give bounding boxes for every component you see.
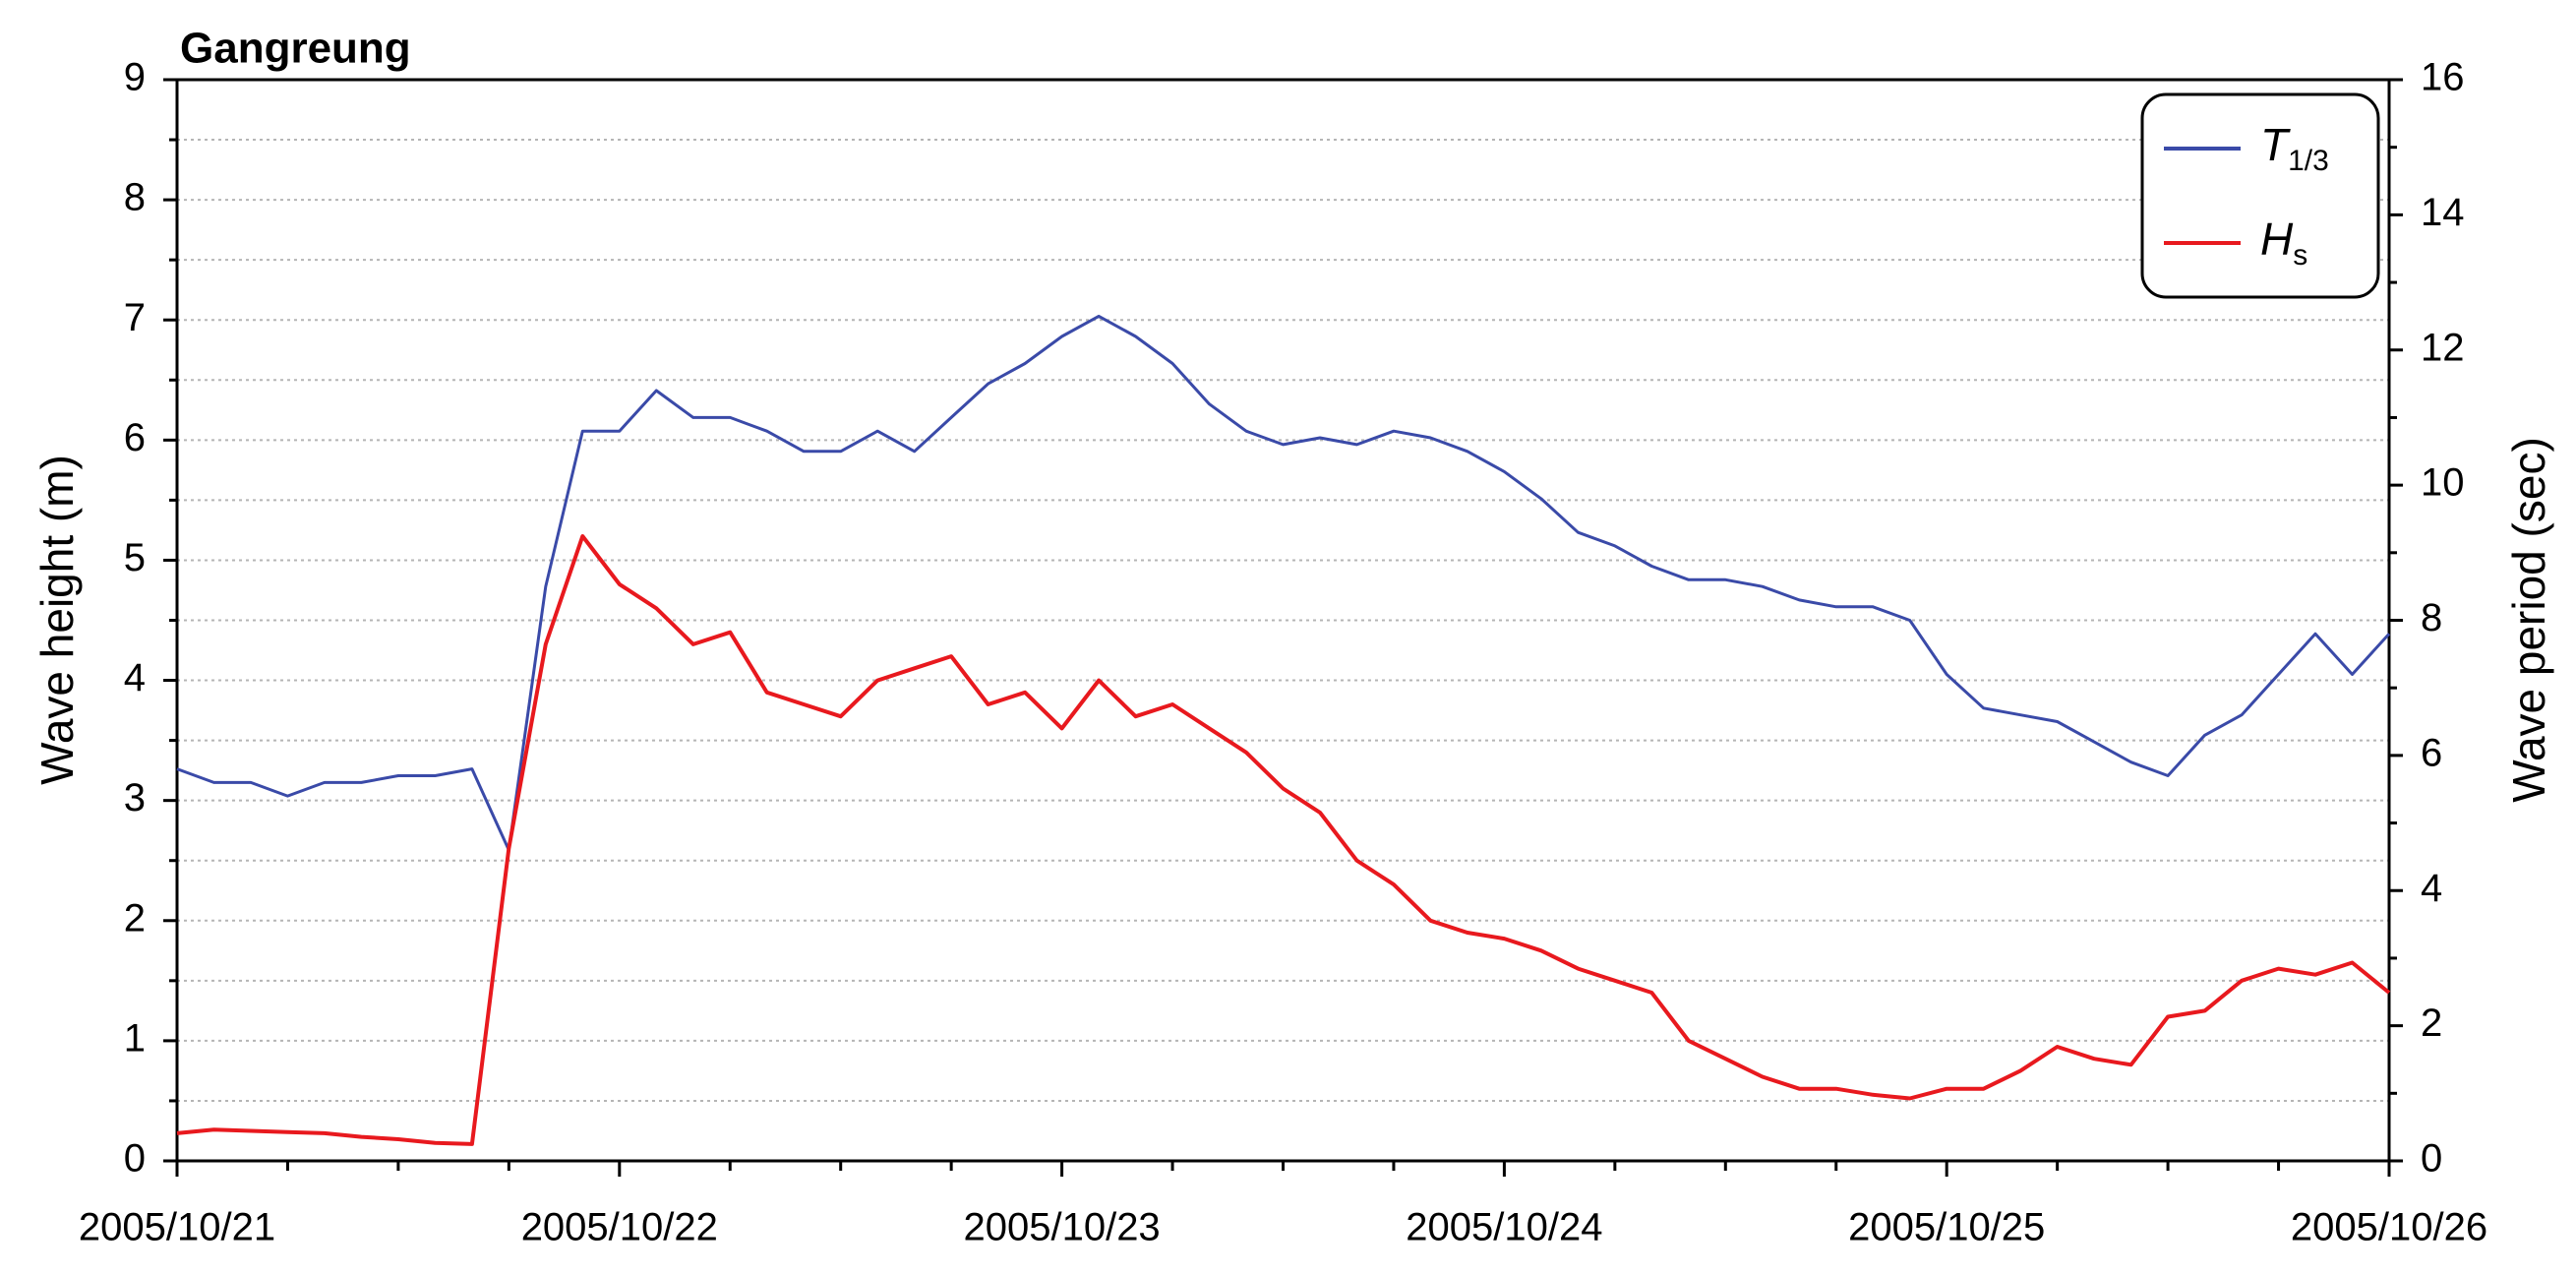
y2-tick-label: 10: [2421, 461, 2465, 505]
legend-label-main: T: [2260, 119, 2291, 170]
x-tick-label: 2005/10/24: [1406, 1206, 1602, 1249]
y-axis-label: Wave height (m): [31, 455, 83, 785]
y-tick-label: 6: [124, 416, 146, 459]
y-tick-label: 0: [124, 1137, 146, 1181]
x-tick-label: 2005/10/25: [1848, 1206, 2045, 1249]
x-tick-label: 2005/10/22: [521, 1206, 718, 1249]
y-tick-label: 4: [124, 656, 146, 699]
y-tick-label: 2: [124, 896, 146, 940]
x-tick-label: 2005/10/23: [963, 1206, 1160, 1249]
y-tick-label: 5: [124, 536, 146, 579]
legend-label-sub: s: [2293, 239, 2307, 272]
y-tick-label: 9: [124, 56, 146, 99]
plot-frame: [175, 78, 2391, 1163]
y2-tick-label: 14: [2421, 191, 2465, 234]
y-tick-label: 8: [124, 176, 146, 219]
y2-tick-label: 6: [2421, 731, 2442, 774]
x-tick-label: 2005/10/21: [79, 1206, 275, 1249]
y2-tick-label: 12: [2421, 326, 2465, 369]
data-line: [176, 534, 2391, 1146]
x-tick-label: 2005/10/26: [2291, 1206, 2487, 1249]
legend-label-main: H: [2260, 213, 2294, 265]
y2-tick-label: 2: [2421, 1002, 2442, 1045]
y2-tick-label: 0: [2421, 1137, 2442, 1181]
y-tick-label: 7: [124, 296, 146, 339]
legend-label: T1/3: [2260, 119, 2329, 177]
data-line: [176, 314, 2391, 852]
legend-label-sub: 1/3: [2288, 145, 2329, 177]
y2-tick-label: 8: [2421, 596, 2442, 639]
y2-tick-label: 4: [2421, 867, 2442, 910]
y2-tick-label: 16: [2421, 56, 2465, 99]
y2-axis-label: Wave period (sec): [2503, 437, 2554, 803]
legend-box: [2140, 92, 2380, 299]
y-tick-label: 1: [124, 1016, 146, 1060]
y-tick-label: 3: [124, 776, 146, 820]
chart-title: Gangreung: [180, 25, 411, 73]
legend-label: Hs: [2260, 213, 2307, 272]
